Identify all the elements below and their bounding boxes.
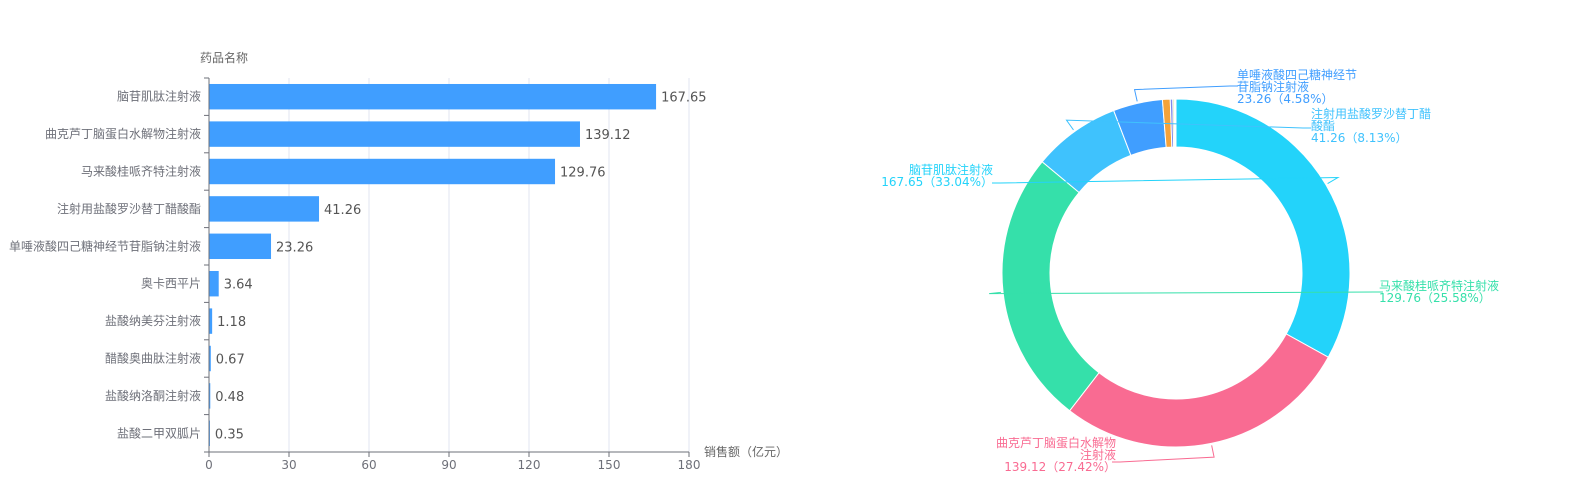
bar[interactable] — [209, 121, 580, 147]
bar[interactable] — [209, 270, 219, 297]
x-tick-label: 150 — [598, 458, 621, 472]
bar[interactable] — [209, 345, 211, 372]
y-tick-label: 奥卡西平片 — [141, 277, 201, 291]
bar[interactable] — [209, 158, 556, 185]
bar-value-label: 0.35 — [215, 427, 244, 442]
donut-slice[interactable] — [1001, 161, 1100, 412]
bar-value-label: 139.12 — [585, 128, 631, 143]
y-axis-title: 药品名称 — [200, 50, 248, 65]
slice-label: 曲克芦丁脑蛋白水解物注射液 139.12（27.42%） — [996, 435, 1116, 474]
y-tick-label: 醋酸奥曲肽注射液 — [105, 351, 201, 366]
slice-label: 马来酸桂哌齐特注射液 129.76（25.58%） — [1379, 278, 1499, 305]
label-leader-line — [1112, 445, 1215, 463]
y-tick-label: 单唾液酸四己糖神经节苷脂钠注射液 — [9, 238, 201, 253]
donut-slice[interactable] — [1068, 333, 1329, 448]
donut-slice[interactable] — [1174, 98, 1177, 148]
x-tick-label: 60 — [361, 458, 376, 472]
y-tick-label: 马来酸桂哌齐特注射液 — [81, 164, 201, 179]
bar[interactable] — [209, 233, 272, 260]
bar-value-label: 167.65 — [661, 91, 707, 106]
bar-value-label: 3.64 — [224, 278, 253, 293]
bar-value-label: 0.67 — [216, 353, 245, 368]
bar-value-label: 41.26 — [324, 203, 361, 218]
slice-label: 脑苷肌肽注射液 167.65（33.04%） — [881, 162, 993, 189]
y-tick-label: 盐酸纳美芬注射液 — [105, 313, 201, 328]
label-leader-line — [1065, 119, 1311, 131]
y-tick-label: 盐酸二甲双胍片 — [117, 425, 201, 440]
bar-value-label: 0.48 — [215, 390, 244, 405]
bar[interactable] — [209, 308, 213, 334]
label-leader-line — [1133, 85, 1238, 102]
slice-label: 注射用盐酸罗沙替丁醋酸酯 41.26（8.13%） — [1311, 106, 1431, 145]
bar[interactable] — [209, 196, 320, 222]
label-leader-line — [992, 176, 1340, 185]
x-tick-label: 0 — [205, 458, 213, 472]
x-tick-label: 30 — [281, 458, 296, 472]
bar-value-label: 23.26 — [276, 240, 313, 255]
x-tick-label: 90 — [441, 458, 456, 472]
bar-value-label: 129.76 — [560, 166, 606, 181]
bar[interactable] — [209, 383, 211, 409]
label-leader-line — [989, 291, 1383, 295]
y-tick-label: 曲克芦丁脑蛋白水解物注射液 — [45, 126, 201, 141]
y-tick-label: 脑苷肌肽注射液 — [117, 89, 201, 104]
x-tick-label: 180 — [678, 458, 701, 472]
x-tick-label: 120 — [518, 458, 541, 472]
y-tick-label: 注射用盐酸罗沙替丁醋酸酯 — [57, 201, 201, 216]
bar-value-label: 1.18 — [217, 315, 246, 330]
x-axis-title: 销售额（亿元） — [704, 444, 788, 459]
slice-label: 单唾液酸四己糖神经节苷脂钠注射液 23.26（4.58%） — [1237, 67, 1357, 106]
bar[interactable] — [209, 83, 657, 110]
donut-chart: 脑苷肌肽注射液 167.65（33.04%） 曲克芦丁脑蛋白水解物注射液 139.12… — [881, 67, 1499, 474]
y-tick-label: 盐酸纳洛酮注射液 — [105, 388, 201, 403]
bar-chart: 167.65 139.12 129.76 41.26 23.26 3.64 1.18 0.67… — [9, 50, 788, 472]
